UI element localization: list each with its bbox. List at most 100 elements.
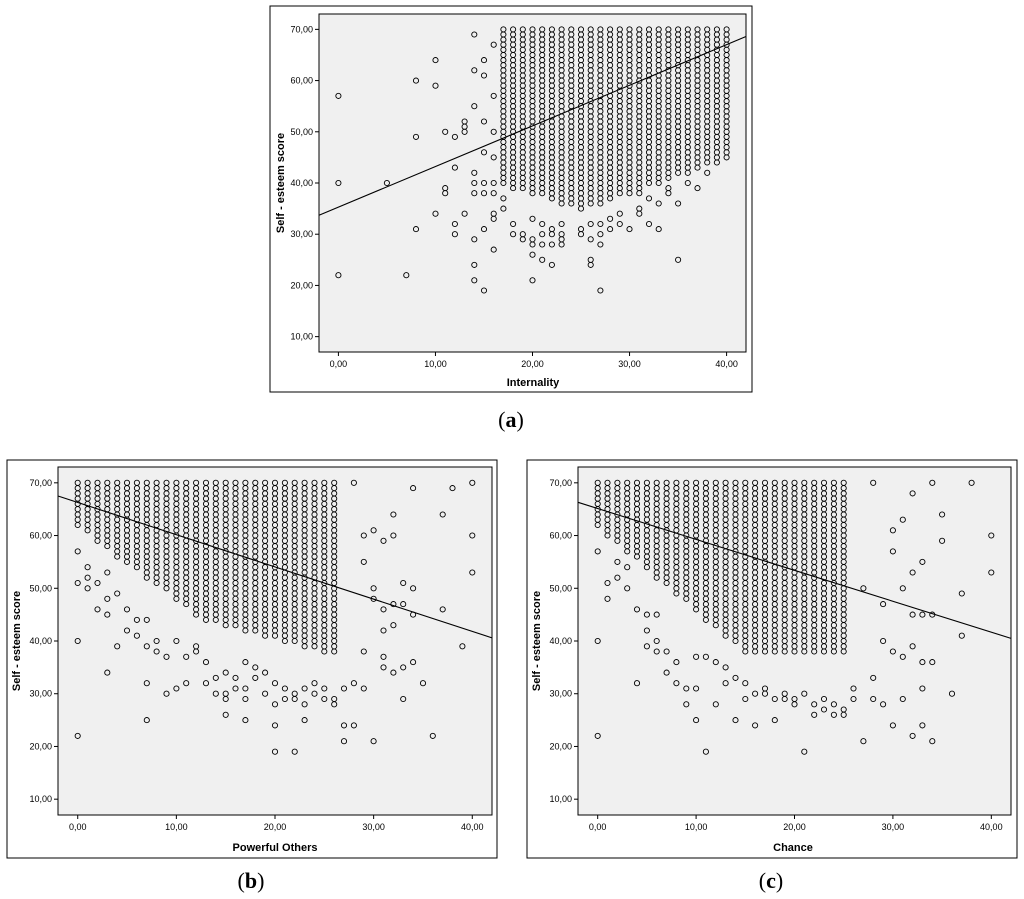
panel-b-data-point: [222, 669, 229, 676]
panel-b-plot-area: [57, 466, 493, 816]
panel-c-data-point: [594, 479, 601, 486]
panel-a-data-point: [675, 256, 682, 263]
panel-b-data-point: [242, 695, 249, 703]
panel-a-data-point: [412, 77, 420, 84]
panel-b-data-point: [350, 722, 357, 729]
panel-b-x-tick-label: 20,00: [264, 822, 287, 832]
panel-b-data-point: [331, 479, 338, 486]
panel-a-fit-line: [318, 36, 747, 216]
panel-a-data-point: [432, 82, 439, 89]
panel-b-data-point: [419, 680, 427, 687]
panel-b-data-point: [143, 616, 150, 623]
panel-c-data-point: [939, 511, 946, 518]
panel-a-data-point: [713, 26, 720, 33]
panel-a-data-point: [480, 179, 488, 187]
panel-b-data-point: [390, 511, 397, 518]
panel-a-data-point: [510, 220, 517, 228]
panel-a-data-point: [626, 26, 633, 33]
panel-b-data-point: [114, 643, 121, 650]
panel-c-data-point: [830, 711, 837, 718]
panel-a-points: [335, 26, 730, 294]
panel-a-data-point: [519, 236, 526, 243]
panel-a-data-point: [636, 26, 643, 33]
panel-b-data-point: [410, 485, 417, 492]
panel-c-data-point: [742, 479, 749, 486]
panel-a-data-point: [529, 26, 536, 33]
panel-c-label-open: (: [759, 868, 766, 893]
chart-panel-a: 0,00 10,00 20,00 30,00 40,00 10,00 20,00 30,00…: [269, 5, 753, 432]
panel-b-data-point: [271, 680, 279, 687]
panel-a-data-point: [694, 185, 701, 192]
panel-b-data-point: [321, 695, 328, 703]
panel-c-data-point: [683, 685, 690, 692]
panel-a-data-point: [558, 26, 565, 33]
panel-a-data-point: [529, 215, 536, 222]
panel-a-data-point: [510, 26, 517, 33]
panel-c-y-tick-label: 50,00: [549, 583, 572, 593]
panel-c-data-point: [614, 574, 621, 581]
panel-c-data-point: [673, 659, 680, 666]
panel-c-data-point: [722, 664, 729, 671]
panel-b-data-point: [104, 669, 111, 676]
panel-b-data-point: [459, 643, 466, 650]
panel-b-data-point: [350, 680, 357, 687]
panel-c-data-point: [614, 558, 621, 565]
panel-a-x-tick-label: 10,00: [424, 359, 447, 369]
panel-c-data-point: [840, 711, 847, 718]
panel-a-label-letter: a: [506, 407, 517, 432]
panel-c-data-point: [988, 532, 995, 539]
panel-a-data-point: [548, 231, 555, 238]
panel-a-data-point: [451, 164, 458, 171]
panel-c-y-tick-label: 30,00: [549, 689, 572, 699]
panel-c-data-point: [880, 601, 887, 608]
panel-c-x-tick-label: 40,00: [980, 822, 1003, 832]
panel-c-data-point: [614, 479, 621, 486]
panel-b-data-point: [153, 479, 160, 486]
panel-c-label-close: ): [776, 868, 783, 893]
panel-b-data-point: [271, 479, 279, 486]
panel-c-data-point: [830, 701, 837, 708]
panel-b-data-point: [400, 664, 407, 671]
panel-b-data-point: [350, 479, 357, 486]
panel-b-y-tick-label: 20,00: [29, 741, 52, 751]
panel-b-data-point: [104, 479, 111, 486]
panel-c-data-point: [732, 717, 739, 724]
panel-a-data-point: [636, 190, 643, 197]
panel-b-data-point: [94, 579, 101, 587]
panel-a-data-point: [335, 92, 342, 99]
panel-a-data-point: [403, 272, 410, 279]
panel-a-data-point: [587, 236, 594, 243]
panel-a-data-point: [607, 226, 614, 233]
panel-a-data-point: [587, 26, 594, 33]
panel-c-data-point: [653, 479, 660, 486]
panel-b-data-point: [410, 585, 417, 592]
panel-a-data-point: [480, 118, 488, 125]
panel-c-data-point: [732, 479, 739, 486]
panel-c-data-point: [919, 685, 926, 692]
panel-c-data-point: [850, 695, 857, 703]
panel-a-data-point: [471, 179, 478, 187]
panel-c-data-point: [811, 711, 818, 718]
panel-c-y-tick-label: 60,00: [549, 531, 572, 541]
panel-a-data-point: [539, 256, 546, 263]
panel-c-data-point: [820, 479, 828, 486]
panel-c-data-point: [889, 722, 896, 729]
panel-a-data-point: [471, 190, 478, 197]
panel-c-data-point: [939, 537, 946, 544]
panel-a-data-point: [471, 277, 478, 284]
panel-a-data-point: [490, 179, 497, 187]
panel-b-data-point: [173, 479, 180, 486]
panel-a-data-point: [655, 200, 662, 207]
panel-c-x-axis-label: Chance: [773, 842, 813, 854]
panel-c-x-tick-label: 20,00: [783, 822, 806, 832]
panel-c-y-tick-label: 10,00: [549, 794, 572, 804]
panel-c-data-point: [801, 748, 808, 755]
panel-b-data-point: [143, 680, 150, 687]
panel-c-data-point: [870, 695, 877, 703]
panel-a-data-point: [335, 179, 342, 187]
panel-b-data-point: [123, 479, 131, 486]
panel-b-data-point: [439, 511, 446, 518]
panel-c-data-point: [909, 643, 916, 650]
panel-c-data-point: [899, 653, 906, 660]
panel-c-data-point: [820, 706, 828, 713]
